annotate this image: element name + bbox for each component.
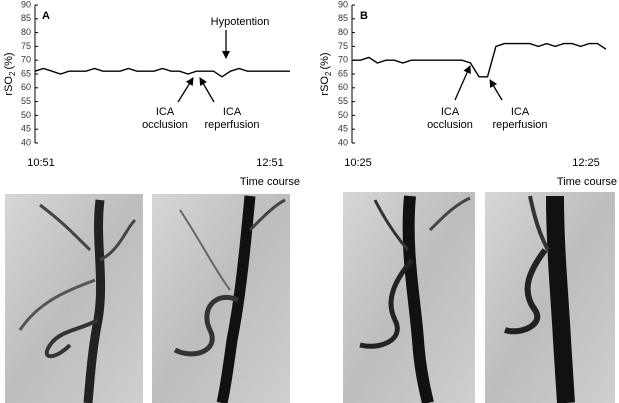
annotation-text: ICA xyxy=(156,106,175,118)
y-tick-label: 90 xyxy=(338,0,348,9)
y-tick-label: 90 xyxy=(21,0,31,9)
y-tick-label: 70 xyxy=(21,55,31,65)
data-line xyxy=(352,42,607,78)
y-label-sub: 2 xyxy=(8,71,17,76)
y-label-unit: (%) xyxy=(3,52,15,69)
y-tick-label: 40 xyxy=(21,137,31,147)
y-tick-label: 65 xyxy=(21,68,31,78)
annotation-arrow xyxy=(199,77,215,103)
y-tick-label: 45 xyxy=(21,124,31,134)
y-tick-label: 50 xyxy=(338,110,348,120)
y-label-main: rSO xyxy=(3,76,15,96)
x-axis-label: Time course xyxy=(240,176,300,188)
annotation-text: ICA xyxy=(223,106,242,118)
annotation-text: occlusion xyxy=(427,119,473,131)
y-label-sub: 2 xyxy=(324,71,333,76)
y-tick-label: 50 xyxy=(21,110,31,120)
angiogram-b1 xyxy=(343,192,475,403)
annotation-text: ICA xyxy=(441,106,460,118)
y-tick-label: 75 xyxy=(338,41,348,51)
y-tick-label: 40 xyxy=(338,137,348,147)
y-tick-label: 85 xyxy=(21,13,31,23)
annotation-text: reperfusion xyxy=(204,119,259,131)
y-tick-label: 45 xyxy=(338,124,348,134)
x-axis-label: Time course xyxy=(557,176,617,188)
x-tick-label: 10:25 xyxy=(344,157,372,169)
y-axis-label: rSO2 (%) xyxy=(319,52,333,95)
y-tick-label: 55 xyxy=(338,96,348,106)
annotation-text: reperfusion xyxy=(492,119,547,131)
y-label-unit: (%) xyxy=(319,52,331,69)
y-tick-label: 55 xyxy=(21,96,31,106)
annotation-arrow xyxy=(489,79,503,101)
data-line xyxy=(34,67,290,78)
annotation-arrow xyxy=(454,65,471,101)
angiogram-a2 xyxy=(152,194,290,403)
y-tick-label: 75 xyxy=(21,41,31,51)
y-tick-label: 80 xyxy=(338,27,348,37)
y-tick-label: 80 xyxy=(21,27,31,37)
annotation-text: ICA xyxy=(511,106,530,118)
annotation-text: Hypotention xyxy=(211,16,270,28)
y-tick-label: 70 xyxy=(338,55,348,65)
y-tick-label: 60 xyxy=(338,82,348,92)
annotation-arrow xyxy=(177,77,194,103)
angiogram-b2 xyxy=(485,192,615,403)
y-tick-label: 85 xyxy=(338,13,348,23)
x-tick-label: 10:51 xyxy=(27,157,55,169)
angiogram-a1 xyxy=(5,194,143,403)
panel-label: B xyxy=(360,10,368,22)
y-tick-label: 60 xyxy=(21,82,31,92)
y-tick-label: 65 xyxy=(338,68,348,78)
x-tick-label: 12:51 xyxy=(256,157,284,169)
y-label-main: rSO xyxy=(319,76,331,96)
x-tick-label: 12:25 xyxy=(572,157,600,169)
annotation-text: occlusion xyxy=(142,119,188,131)
y-axis-label: rSO2 (%) xyxy=(3,52,17,95)
panel-label: A xyxy=(42,10,50,22)
